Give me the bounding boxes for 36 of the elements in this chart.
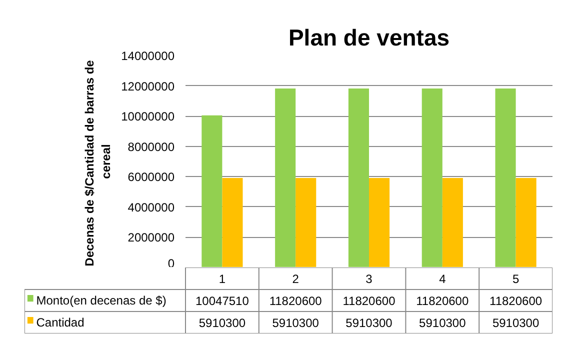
bar bbox=[202, 115, 222, 267]
bar bbox=[516, 178, 536, 267]
y-tick-label: 12000000 bbox=[121, 79, 175, 94]
chart-title: Plan de ventas bbox=[288, 24, 450, 50]
data-label: 5910300 bbox=[419, 316, 466, 330]
data-label: 11820600 bbox=[416, 294, 469, 308]
data-label: 11820600 bbox=[269, 294, 322, 308]
bar bbox=[275, 88, 296, 267]
x-tick-label: 1 bbox=[218, 272, 226, 286]
data-label: 5910300 bbox=[272, 316, 320, 330]
bar bbox=[348, 88, 369, 267]
bar bbox=[296, 178, 316, 267]
bar bbox=[369, 178, 390, 267]
data-label: 10047510 bbox=[196, 294, 250, 308]
x-tick-label: 3 bbox=[366, 272, 373, 286]
x-tick-label: 5 bbox=[512, 272, 520, 286]
x-tick-label: 4 bbox=[439, 272, 446, 286]
y-tick-label: 2000000 bbox=[128, 230, 175, 245]
y-tick-label: 8000000 bbox=[128, 140, 175, 154]
y-tick-label: 4000000 bbox=[128, 200, 175, 214]
bar bbox=[495, 88, 516, 267]
data-label: 11820600 bbox=[490, 294, 542, 308]
data-label: 5910300 bbox=[346, 316, 393, 330]
data-label: 5910300 bbox=[198, 316, 246, 330]
legend-label: Cantidad bbox=[36, 316, 84, 330]
bar bbox=[422, 88, 442, 267]
y-tick-label: 6000000 bbox=[128, 170, 175, 184]
bar bbox=[442, 178, 463, 267]
x-tick-label: 2 bbox=[292, 272, 300, 286]
y-axis-title: Decenas de $/Cantidad de barras de cereal bbox=[82, 60, 114, 266]
bar bbox=[222, 178, 243, 267]
data-label: 5910300 bbox=[492, 316, 540, 330]
y-tick-label: 10000000 bbox=[121, 110, 175, 124]
legend-label: Monto(en decenas de $) bbox=[36, 294, 166, 308]
y-tick-label: 14000000 bbox=[121, 49, 175, 63]
data-label: 11820600 bbox=[342, 294, 396, 308]
